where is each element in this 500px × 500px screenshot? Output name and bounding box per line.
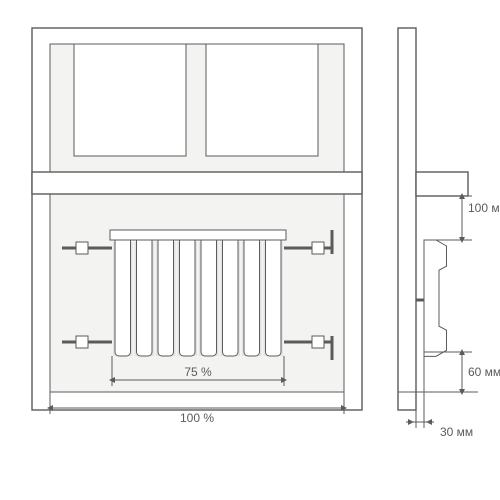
radiator-install-diagram: 75 % 100 % 100 мм 60 мм 30 мм (0, 0, 500, 500)
window-pane-0 (74, 44, 186, 156)
window-sill-front (32, 172, 362, 194)
dim-30mm-label: 30 мм (440, 425, 473, 439)
radiator-side (424, 240, 447, 356)
dim-60mm-label: 60 мм (468, 365, 500, 379)
valve-1 (312, 242, 324, 254)
side-wall (398, 28, 416, 410)
window-sill-side (416, 172, 468, 196)
valve-2 (76, 336, 88, 348)
window-pane-1 (206, 44, 318, 156)
dim-75-label: 75 % (184, 365, 212, 379)
valve-0 (76, 242, 88, 254)
dim-100-label: 100 % (180, 411, 214, 425)
dim-100mm-label: 100 мм (468, 201, 500, 215)
valve-3 (312, 336, 324, 348)
